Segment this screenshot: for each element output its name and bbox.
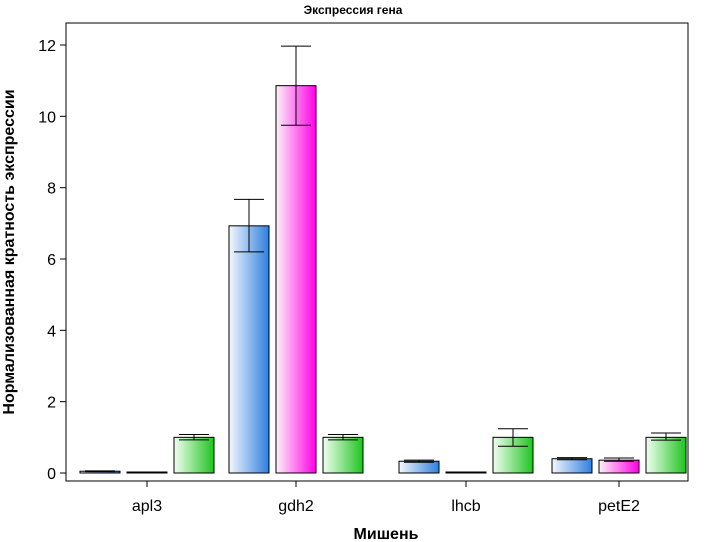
bar-apl3-2 (126, 471, 168, 474)
bar-gdh2-1 (228, 225, 270, 474)
error-bar-gdh2-1 (234, 198, 264, 253)
error-bar-petE2-2 (604, 457, 634, 462)
error-bar-gdh2-3 (328, 433, 358, 441)
bar-petE2-2 (598, 459, 640, 474)
y-tick-label: 4 (47, 323, 56, 340)
bar-lhcb-1 (398, 460, 440, 474)
chart-title: Экспрессия гена (304, 3, 403, 17)
plot-frame (65, 22, 689, 482)
x-tick-label: gdh2 (278, 498, 314, 515)
bar-petE2-3 (645, 436, 687, 474)
y-tick-label: 10 (38, 109, 56, 126)
error-bar-lhcb-1 (404, 459, 434, 463)
y-tick-label: 0 (47, 466, 56, 483)
x-axis: apl3 gdh2 lhcb petE2 (132, 481, 640, 515)
bar-lhcb-2 (445, 471, 487, 474)
y-axis-label: Нормализованная кратность экспрессии (1, 89, 18, 414)
bar-lhcb-3 (492, 436, 534, 474)
x-axis-label: Мишень (354, 526, 419, 542)
bar-petE2-1 (551, 458, 593, 474)
y-tick-label: 6 (47, 252, 56, 269)
error-bar-apl3-1 (85, 470, 115, 473)
y-axis: 0 2 4 6 8 10 12 (38, 38, 66, 483)
bar-gdh2-3 (322, 436, 364, 474)
error-bar-lhcb-3 (498, 428, 528, 447)
y-tick-label: 2 (47, 395, 56, 412)
y-tick-label: 12 (38, 38, 56, 55)
error-bar-petE2-1 (557, 457, 587, 461)
error-bar-apl3-3 (179, 433, 209, 441)
y-tick-label: 8 (47, 181, 56, 198)
bar-gdh2-2 (275, 85, 317, 474)
x-tick-label: apl3 (132, 498, 162, 515)
error-bar-gdh2-2 (281, 45, 311, 126)
bar-apl3-3 (173, 436, 215, 474)
error-bar-petE2-3 (651, 432, 681, 441)
x-tick-label: petE2 (598, 498, 640, 515)
x-tick-label: lhcb (451, 498, 480, 515)
bars (79, 45, 687, 474)
